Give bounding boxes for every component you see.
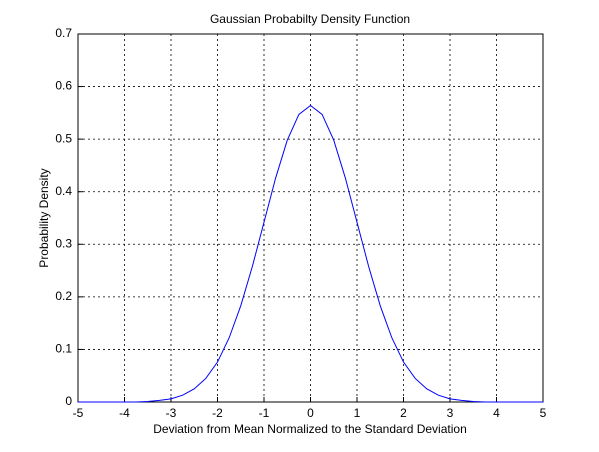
x-tick-label: 2 [400, 406, 407, 420]
x-tick-label: -4 [119, 406, 130, 420]
y-tick-label: 0.4 [55, 184, 72, 198]
x-tick-label: 3 [447, 406, 454, 420]
x-tick-label: -2 [212, 406, 223, 420]
x-tick-label: 0 [307, 406, 314, 420]
x-tick-label: 5 [540, 406, 547, 420]
y-tick-label: 0.1 [55, 342, 72, 356]
x-tick-label: -1 [259, 406, 270, 420]
x-tick-label: -5 [73, 406, 84, 420]
y-tick-label: 0.7 [55, 26, 72, 40]
x-tick-label: 4 [493, 406, 500, 420]
x-tick-label: -3 [166, 406, 177, 420]
chart-title: Gaussian Probabilty Density Function [210, 12, 410, 26]
y-axis-label: Probability Density [37, 168, 51, 267]
y-tick-label: 0.2 [55, 289, 72, 303]
y-tick-label: 0.6 [55, 79, 72, 93]
y-tick-label: 0.3 [55, 236, 72, 250]
y-tick-label: 0 [65, 394, 72, 408]
x-tick-label: 1 [354, 406, 361, 420]
x-axis-label: Deviation from Mean Normalized to the St… [153, 422, 467, 436]
line-series [78, 104, 543, 403]
y-tick-label: 0.5 [55, 131, 72, 145]
